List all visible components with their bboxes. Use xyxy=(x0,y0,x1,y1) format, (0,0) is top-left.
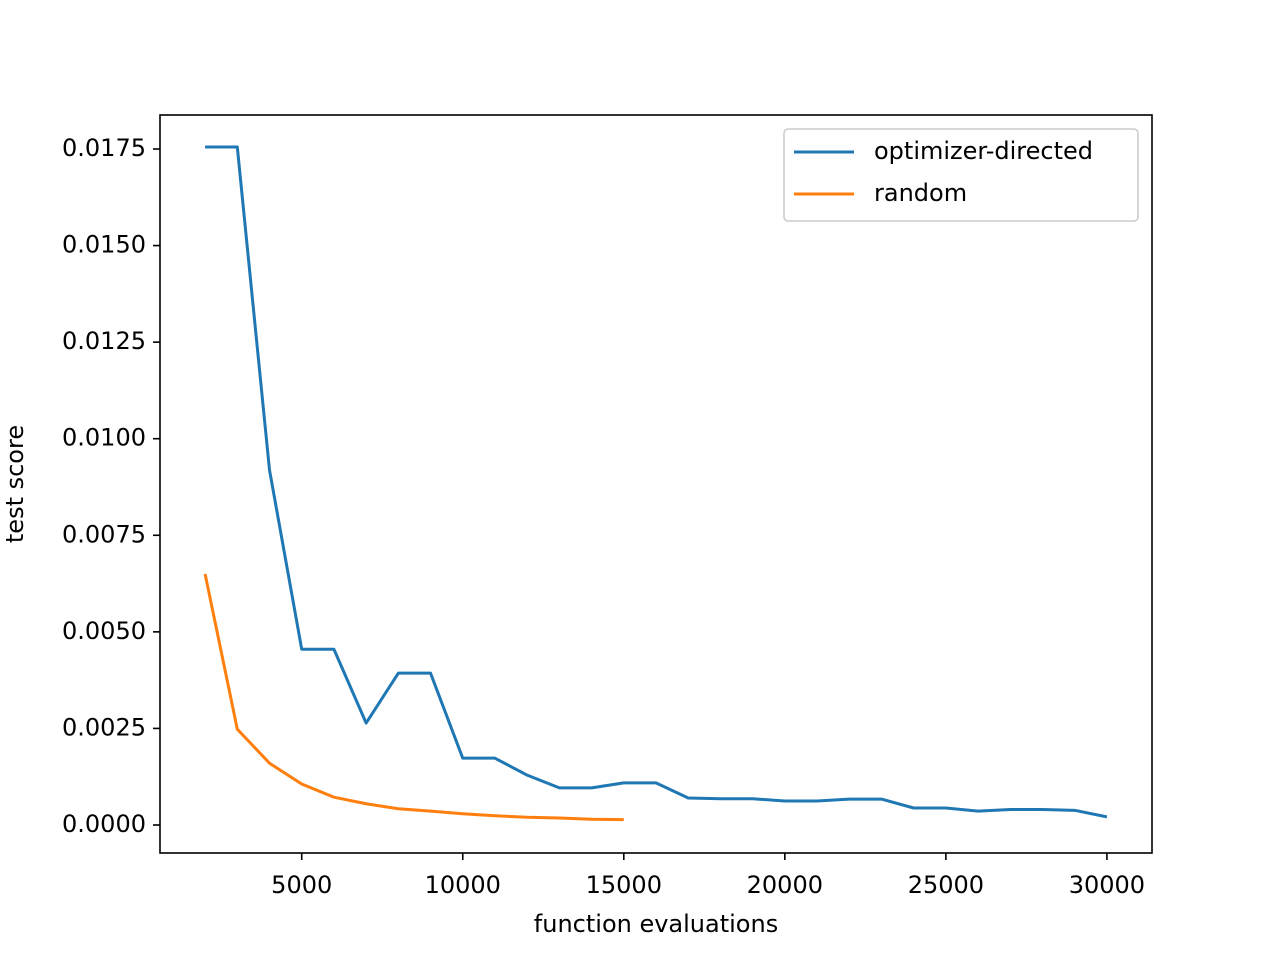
x-tick-label: 10000 xyxy=(425,871,501,899)
y-tick-label: 0.0150 xyxy=(62,231,146,259)
y-tick-label: 0.0025 xyxy=(62,713,146,741)
y-tick-label: 0.0100 xyxy=(62,424,146,452)
y-tick-label: 0.0050 xyxy=(62,617,146,645)
y-tick-label: 0.0075 xyxy=(62,520,146,548)
x-tick-label: 15000 xyxy=(586,871,662,899)
series-line xyxy=(203,573,624,822)
x-tick-label: 5000 xyxy=(271,871,332,899)
legend-box xyxy=(783,128,1139,222)
y-tick-label: 0.0000 xyxy=(62,810,146,838)
x-tick-label: 20000 xyxy=(747,871,823,899)
x-tick-label: 25000 xyxy=(908,871,984,899)
x-axis-label: function evaluations xyxy=(534,910,778,938)
y-tick-label: 0.0125 xyxy=(62,327,146,355)
y-tick-label: 0.0175 xyxy=(62,134,146,162)
legend-label: random xyxy=(874,179,967,207)
series-line xyxy=(205,145,1108,819)
legend-label: optimizer-directed xyxy=(874,137,1093,165)
x-tick-label: 30000 xyxy=(1069,871,1145,899)
plot-frame xyxy=(159,114,1153,854)
y-axis-label: test score xyxy=(1,425,29,543)
